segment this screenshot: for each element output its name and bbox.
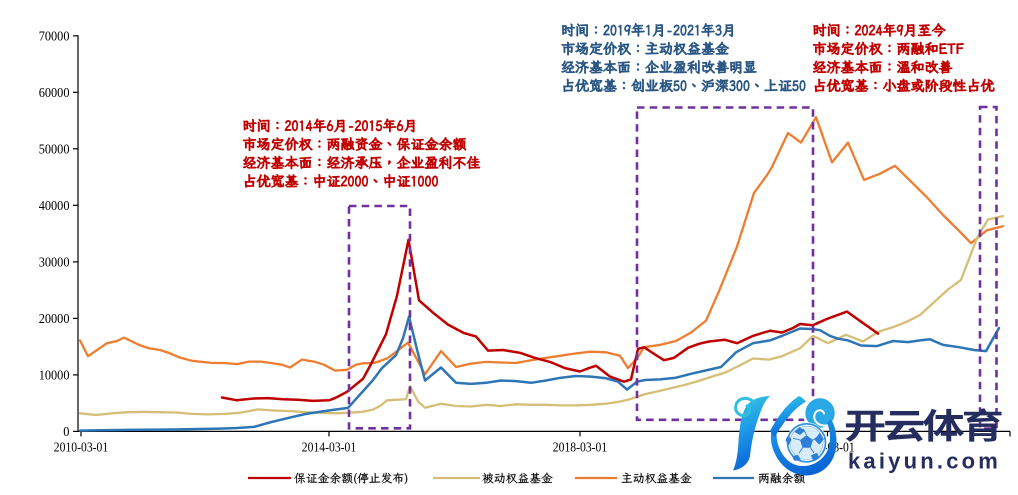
- svg-text:20000: 20000: [39, 312, 70, 327]
- svg-text:30000: 30000: [39, 256, 70, 271]
- svg-text:0: 0: [63, 425, 69, 440]
- svg-text:kaiyun.com: kaiyun.com: [848, 449, 1001, 474]
- svg-text:40000: 40000: [39, 199, 70, 214]
- svg-text:70000: 70000: [39, 29, 70, 44]
- svg-text:50000: 50000: [39, 142, 70, 157]
- svg-text:2018-03-01: 2018-03-01: [553, 441, 607, 456]
- svg-text:2014-03-01: 2014-03-01: [302, 441, 356, 456]
- svg-text:2010-03-01: 2010-03-01: [54, 441, 108, 456]
- svg-text:10000: 10000: [39, 369, 70, 384]
- svg-text:60000: 60000: [39, 86, 70, 101]
